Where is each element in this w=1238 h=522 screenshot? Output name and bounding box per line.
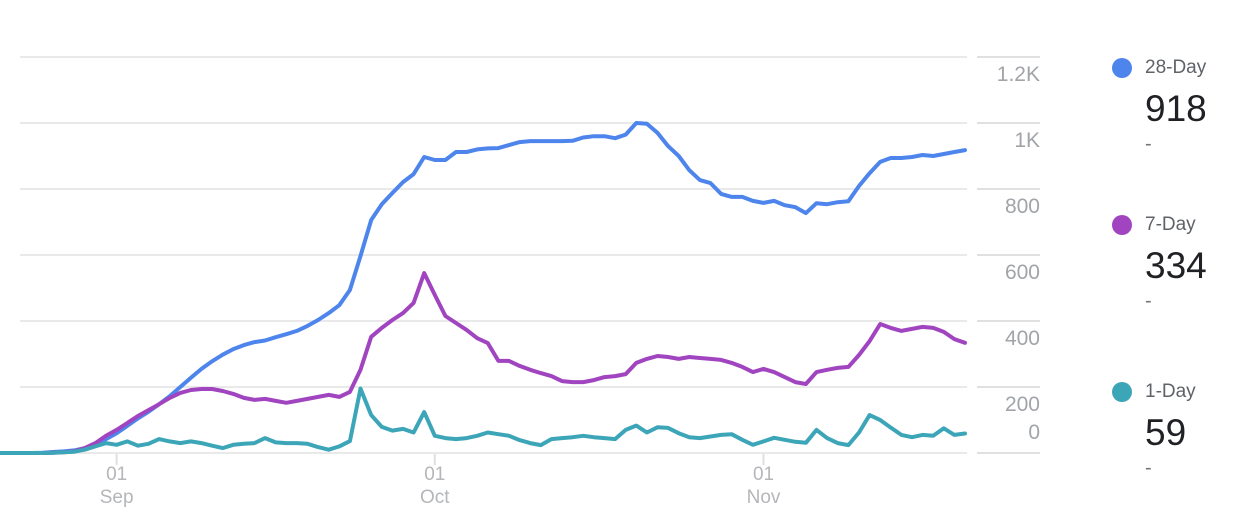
- legend-dot-icon: [1112, 382, 1132, 402]
- chart-plot-area[interactable]: [0, 0, 1060, 522]
- legend-series-label: 1-Day: [1145, 381, 1196, 402]
- legend-item-header: 7-Day: [1112, 214, 1236, 236]
- series-line-7-day: [0, 271, 967, 455]
- legend-series-sub: -: [1145, 290, 1152, 312]
- legend-series-sub: -: [1145, 457, 1152, 479]
- legend-series-sub: -: [1145, 133, 1152, 155]
- series-line-1-day: [0, 386, 967, 455]
- legend-item-7-day[interactable]: 7-Day 334 -: [1112, 214, 1236, 313]
- legend-dot-icon: [1112, 215, 1132, 235]
- legend-series-value: 59: [1145, 412, 1187, 453]
- legend-series-label: 7-Day: [1145, 214, 1196, 235]
- legend-item-header: 28-Day: [1112, 57, 1236, 79]
- legend-item-28-day[interactable]: 28-Day 918 -: [1112, 57, 1236, 156]
- legend-series-label: 28-Day: [1145, 57, 1207, 78]
- legend-series-value: 334: [1145, 245, 1207, 286]
- legend-item-1-day[interactable]: 1-Day 59 -: [1112, 381, 1236, 480]
- legend-dot-icon: [1112, 58, 1132, 78]
- legend-item-header: 1-Day: [1112, 381, 1236, 403]
- legend-series-value: 918: [1145, 88, 1207, 129]
